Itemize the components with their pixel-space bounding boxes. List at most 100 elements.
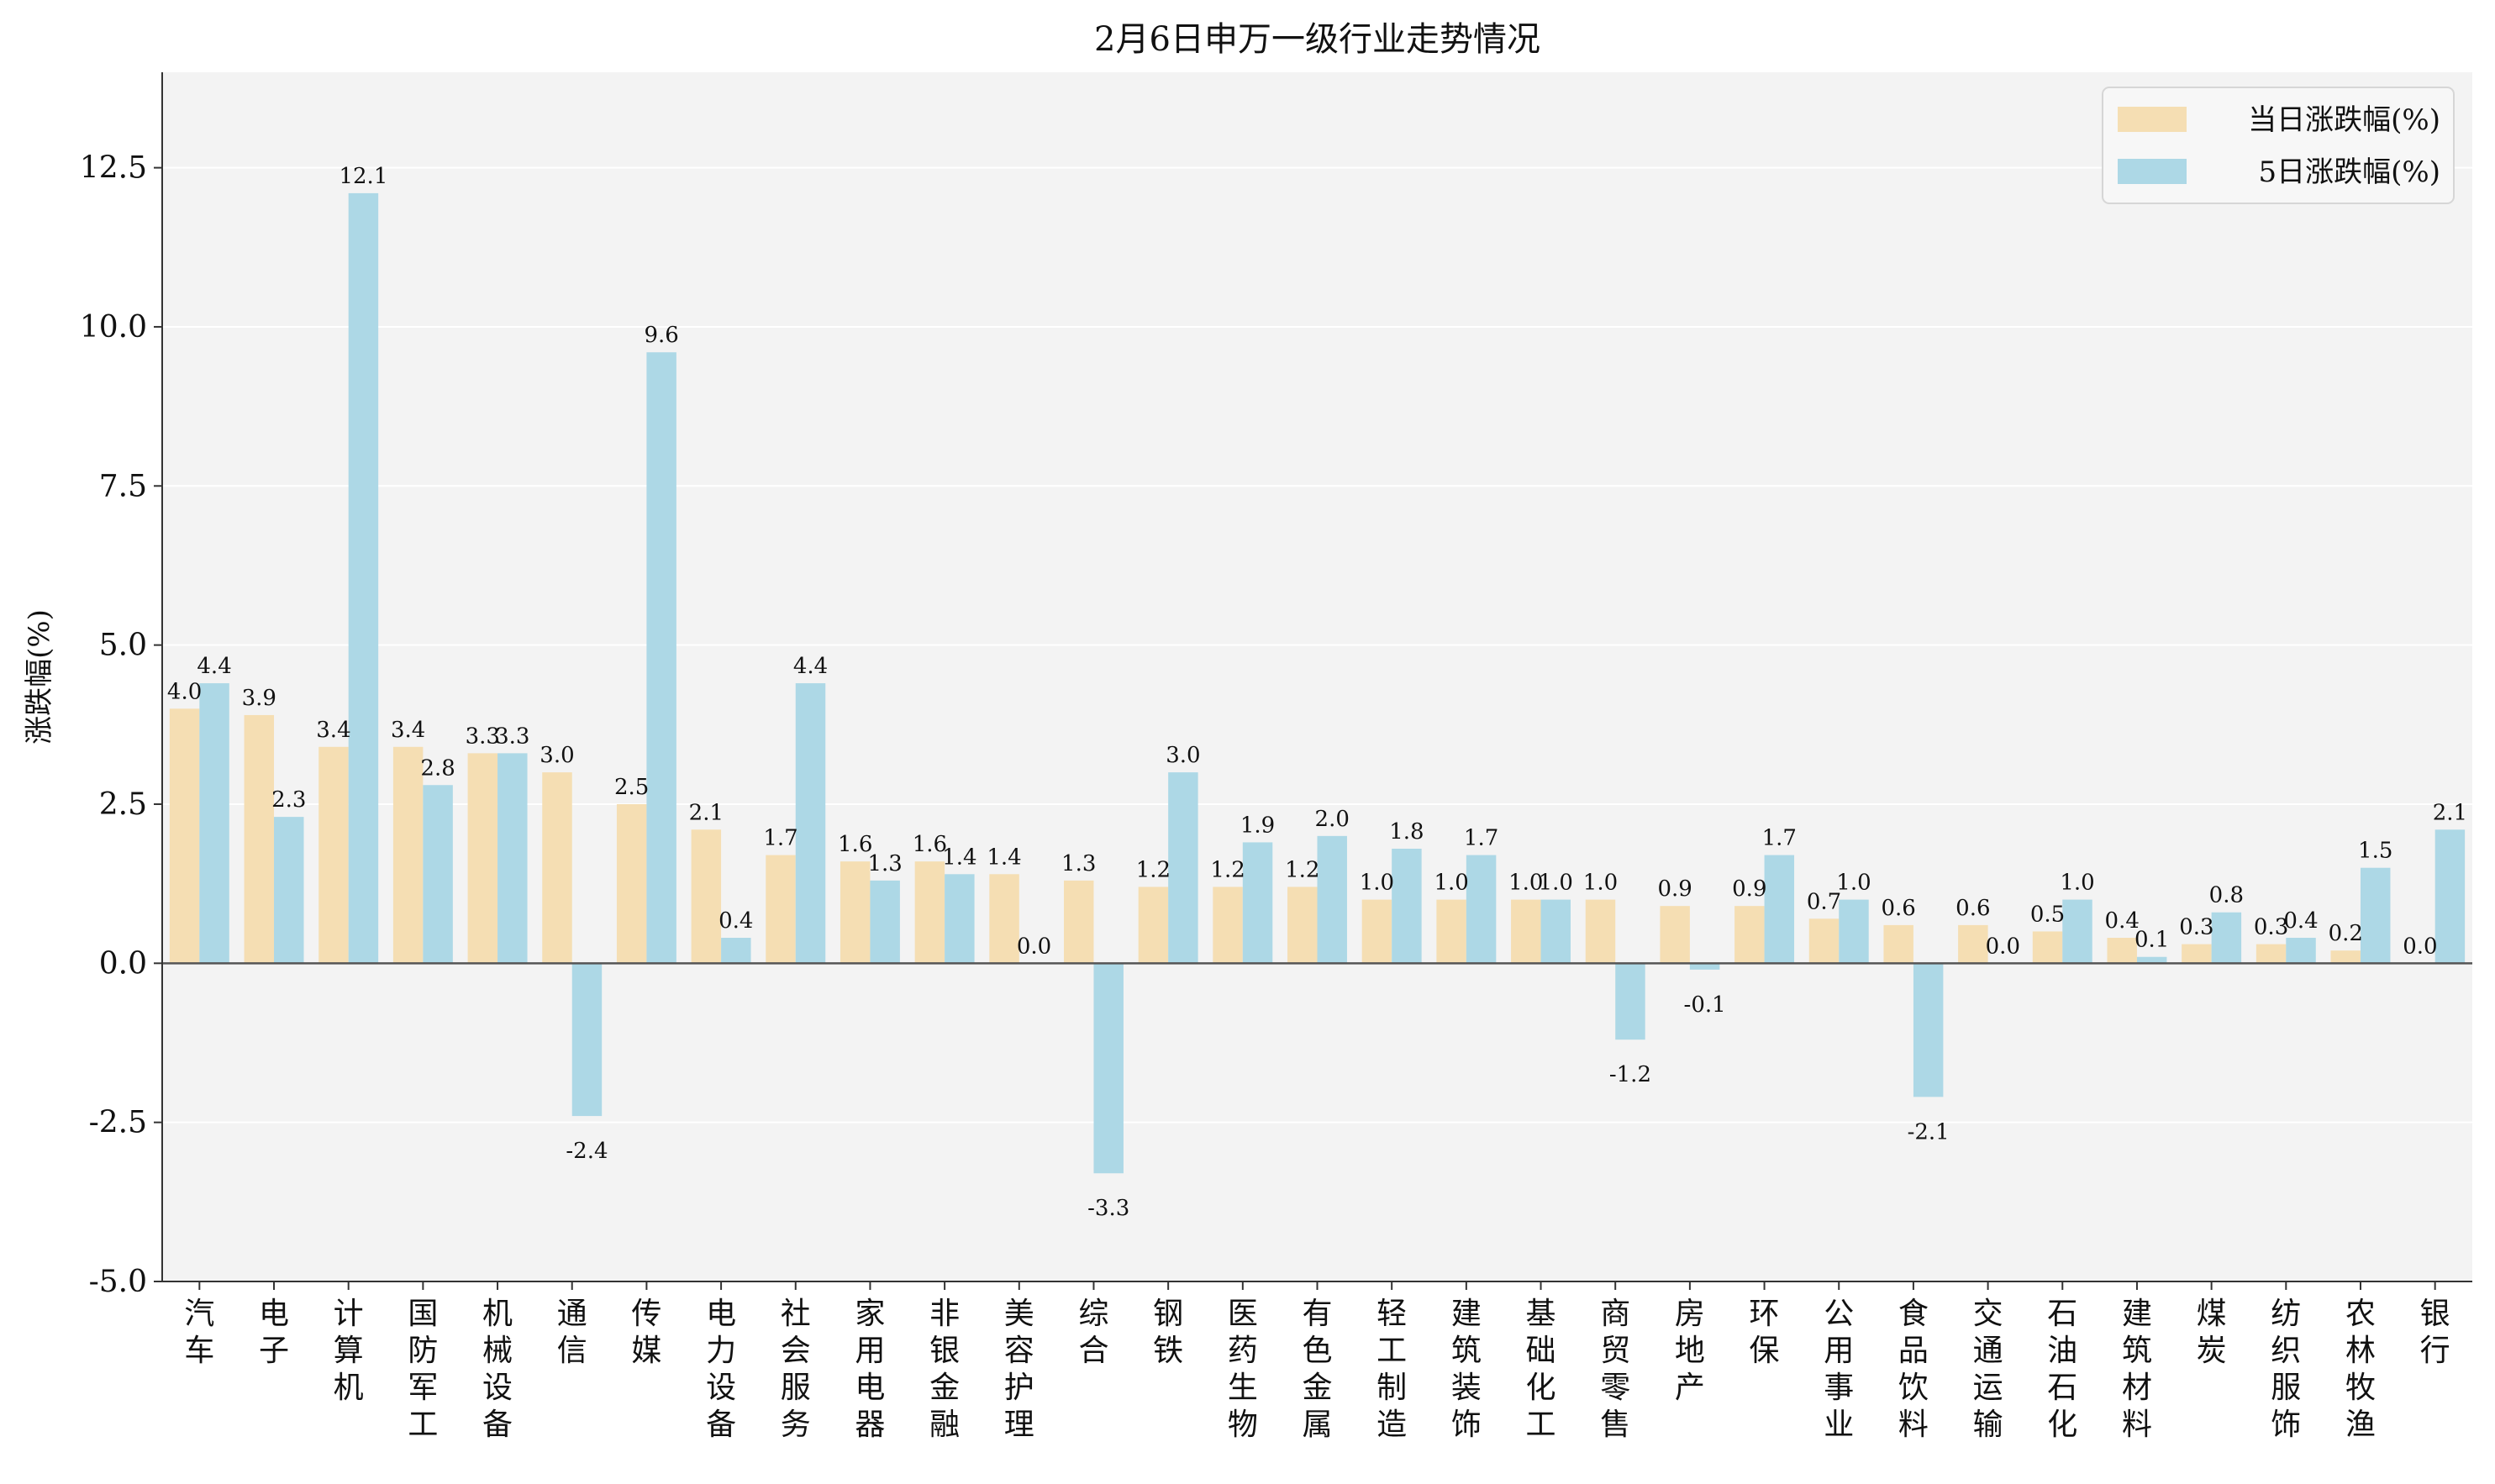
bar-daily-11 xyxy=(989,874,1019,963)
data-label-5day-8: 4.4 xyxy=(793,654,828,679)
data-label-5day-28: 0.4 xyxy=(2283,908,2318,934)
x-tick-label-21: 环保 xyxy=(1750,1297,1780,1368)
bar-5day-7 xyxy=(721,938,750,963)
data-label-daily-5: 3.0 xyxy=(540,743,574,768)
chart-title: 2月6日申万一级行业走势情况 xyxy=(1094,20,1540,59)
data-label-5day-26: 0.1 xyxy=(2134,928,2169,953)
bar-5day-0 xyxy=(199,683,229,963)
y-tick-label: 7.5 xyxy=(99,469,147,503)
y-tick-label: -2.5 xyxy=(89,1106,147,1140)
x-tick-label-0: 汽车 xyxy=(184,1297,214,1368)
data-label-daily-30: 0.0 xyxy=(2403,934,2437,959)
x-tick-label-12: 综合 xyxy=(1078,1297,1108,1368)
bar-daily-17 xyxy=(1436,900,1466,964)
bar-daily-0 xyxy=(170,708,199,963)
bar-daily-2 xyxy=(318,747,348,964)
plot-background xyxy=(162,72,2472,1281)
x-tick-label-2: 计算机 xyxy=(334,1297,364,1405)
bar-5day-2 xyxy=(349,193,378,963)
x-tick-label-29: 农林牧渔 xyxy=(2345,1297,2376,1442)
x-tick-label-17: 建筑装饰 xyxy=(1451,1297,1482,1442)
bar-daily-29 xyxy=(2331,950,2361,963)
bar-5day-10 xyxy=(945,874,974,963)
data-label-5day-20: -0.1 xyxy=(1684,992,1726,1018)
x-tick-label-25: 石油石化 xyxy=(2047,1297,2077,1442)
bar-daily-10 xyxy=(915,861,945,963)
data-label-daily-19: 1.0 xyxy=(1583,871,1618,896)
x-tick-label-3: 国防军工 xyxy=(408,1297,438,1442)
bar-5day-30 xyxy=(2435,829,2465,963)
bar-5day-8 xyxy=(796,683,825,963)
bar-daily-28 xyxy=(2256,945,2286,964)
bar-daily-5 xyxy=(542,772,571,963)
bar-daily-6 xyxy=(617,804,646,963)
data-label-5day-24: 0.0 xyxy=(1986,934,2020,959)
bar-5day-23 xyxy=(1913,963,1943,1097)
x-tick-label-4: 机械设备 xyxy=(482,1297,513,1442)
bar-daily-15 xyxy=(1287,887,1317,963)
y-tick-label: 10.0 xyxy=(80,310,147,345)
bar-5day-12 xyxy=(1093,963,1123,1173)
x-tick-label-26: 建筑材料 xyxy=(2122,1297,2152,1442)
data-label-5day-17: 1.7 xyxy=(1464,826,1498,851)
data-label-daily-15: 1.2 xyxy=(1285,857,1319,882)
bar-daily-24 xyxy=(1958,925,1987,963)
x-tick-label-10: 非银金融 xyxy=(929,1297,960,1442)
y-axis-label: 涨跌幅(%) xyxy=(23,609,56,745)
bar-5day-9 xyxy=(870,881,899,963)
data-label-daily-16: 1.0 xyxy=(1360,871,1394,896)
data-label-5day-18: 1.0 xyxy=(1539,871,1573,896)
x-tick-label-28: 纺织服饰 xyxy=(2271,1297,2301,1442)
y-tick-label: 5.0 xyxy=(99,629,147,663)
data-label-5day-1: 2.3 xyxy=(271,787,306,813)
data-label-5day-12: -3.3 xyxy=(1087,1196,1129,1221)
data-label-5day-6: 9.6 xyxy=(644,323,678,348)
x-tick-label-19: 商贸零售 xyxy=(1600,1297,1630,1442)
data-label-daily-24: 0.6 xyxy=(1955,896,1990,921)
bar-5day-28 xyxy=(2286,938,2315,963)
bar-daily-12 xyxy=(1064,881,1093,963)
data-label-5day-11: 0.0 xyxy=(1017,934,1051,959)
data-label-5day-27: 0.8 xyxy=(2209,883,2244,908)
x-tick-label-14: 医药生物 xyxy=(1228,1297,1258,1442)
bar-5day-17 xyxy=(1466,855,1496,964)
data-label-daily-1: 3.9 xyxy=(242,686,276,711)
data-label-5day-16: 1.8 xyxy=(1389,819,1424,845)
data-label-5day-25: 1.0 xyxy=(2060,871,2094,896)
x-tick-label-5: 通信 xyxy=(557,1297,587,1368)
data-label-daily-23: 0.6 xyxy=(1882,896,1916,921)
y-tick-label: 2.5 xyxy=(99,787,147,822)
x-tick-label-6: 传媒 xyxy=(631,1297,661,1368)
x-tick-label-27: 煤炭 xyxy=(2197,1297,2227,1368)
y-tick-label: 12.5 xyxy=(80,151,147,186)
bar-5day-18 xyxy=(1541,900,1571,964)
data-label-5day-7: 0.4 xyxy=(718,908,753,934)
data-label-5day-9: 1.3 xyxy=(867,851,902,876)
data-label-5day-3: 2.8 xyxy=(420,755,455,781)
data-label-daily-20: 0.9 xyxy=(1657,876,1692,902)
bar-5day-22 xyxy=(1839,900,1868,964)
bar-daily-25 xyxy=(2033,931,2062,963)
bar-5day-3 xyxy=(423,785,452,963)
x-tick-label-30: 银行 xyxy=(2420,1297,2450,1368)
bar-5day-16 xyxy=(1392,849,1421,963)
bar-5day-25 xyxy=(2062,900,2092,964)
x-tick-label-13: 钢铁 xyxy=(1153,1297,1183,1368)
bar-daily-9 xyxy=(840,861,870,963)
data-label-daily-7: 2.1 xyxy=(689,800,724,825)
bar-daily-18 xyxy=(1511,900,1540,964)
legend-swatch-1 xyxy=(2118,159,2187,184)
x-tick-label-1: 电子 xyxy=(259,1297,289,1368)
bar-daily-1 xyxy=(245,715,274,963)
bar-daily-13 xyxy=(1139,887,1168,963)
data-label-5day-21: 1.7 xyxy=(1762,826,1797,851)
data-label-5day-30: 2.1 xyxy=(2433,800,2467,825)
data-label-daily-25: 0.5 xyxy=(2030,902,2065,927)
bar-5day-21 xyxy=(1765,855,1794,964)
x-tick-label-18: 基础化工 xyxy=(1526,1297,1556,1442)
bar-5day-29 xyxy=(2361,868,2390,964)
bar-daily-8 xyxy=(766,855,795,964)
data-label-5day-23: -2.1 xyxy=(1908,1119,1950,1145)
x-tick-label-20: 房地产 xyxy=(1675,1297,1705,1405)
